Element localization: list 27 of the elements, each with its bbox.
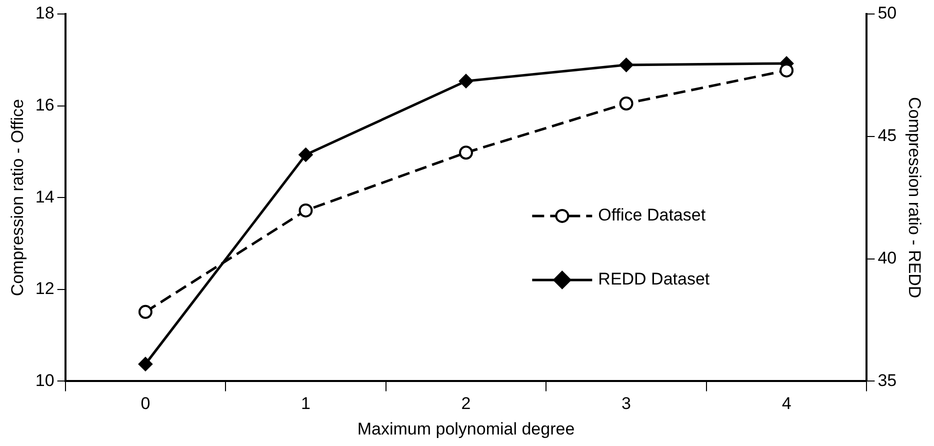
point xyxy=(298,203,313,218)
x-tick-label: 0 xyxy=(140,394,150,414)
legend-label: REDD Dataset xyxy=(598,270,710,289)
point xyxy=(459,146,473,160)
x-tick-label: 1 xyxy=(300,394,310,414)
y-tick-label: 16 xyxy=(35,95,54,114)
y-tick-label: 14 xyxy=(35,187,54,206)
legend-label: Office Dataset xyxy=(598,206,706,225)
y2-tick-label: 45 xyxy=(878,126,897,146)
y2-tick-label: 35 xyxy=(878,370,897,390)
point xyxy=(138,304,152,319)
point xyxy=(619,96,634,111)
y-axis-title: Compression ratio - Office xyxy=(8,99,27,296)
y-tick-label: 12 xyxy=(35,279,54,298)
x-tick-label: 3 xyxy=(622,394,632,414)
y2-tick-label: 40 xyxy=(878,248,897,268)
point xyxy=(459,74,473,88)
x-tick-label: 2 xyxy=(461,394,471,414)
point xyxy=(138,357,152,372)
point xyxy=(619,58,634,72)
point xyxy=(298,148,313,162)
x-axis-title: Maximum polynomial degree xyxy=(357,419,575,438)
y2-axis-title: Compression ratio - REDD xyxy=(905,96,924,298)
x-tick-label: 4 xyxy=(782,394,792,414)
y2-tick-label: 50 xyxy=(878,4,897,23)
y-tick-label: 18 xyxy=(35,4,54,23)
y-tick-label: 10 xyxy=(35,370,54,390)
